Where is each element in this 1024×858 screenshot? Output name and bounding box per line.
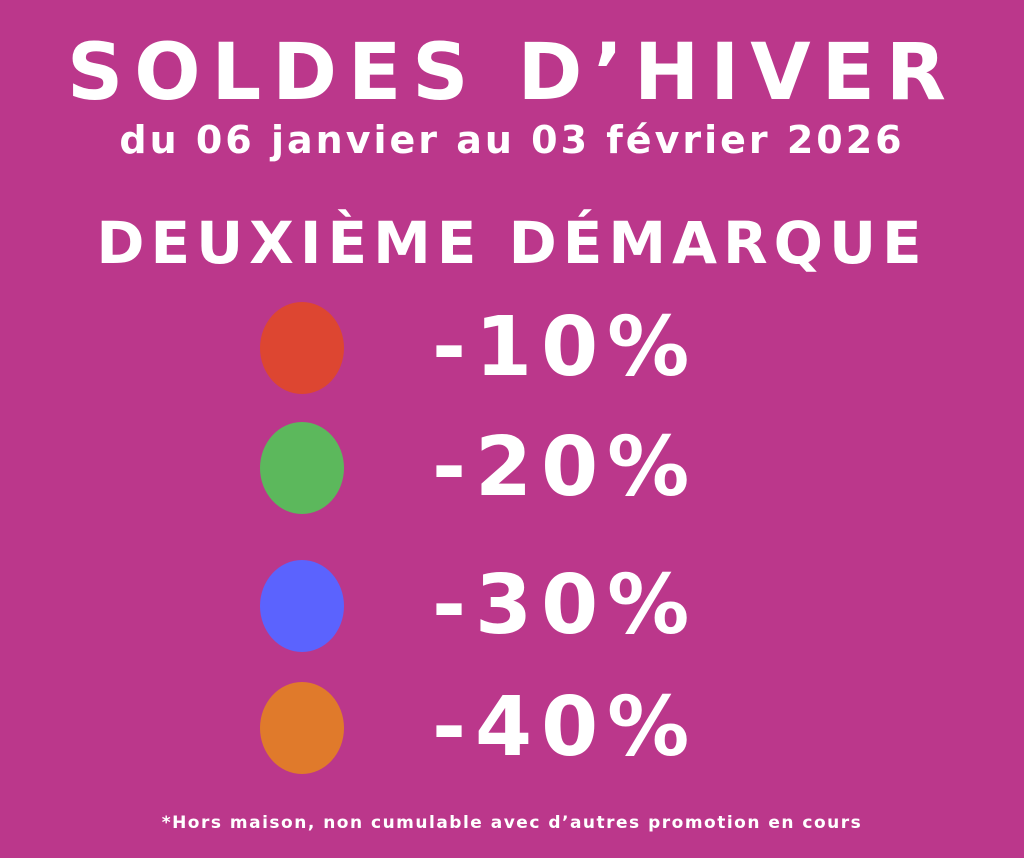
discount-row-40: -40% [0,678,1024,778]
discount-label: -40% [432,680,699,775]
discount-label: -10% [432,300,699,395]
orange-dot-icon [260,682,344,774]
footnote: *Hors maison, non cumulable avec d’autre… [161,813,863,833]
discount-row-10: -10% [0,298,1024,398]
green-dot-icon [260,422,344,514]
sale-dates: du 06 janvier au 03 février 2026 [119,118,905,162]
red-dot-icon [260,302,344,394]
blue-dot-icon [260,560,344,652]
discount-row-20: -20% [0,418,1024,518]
sale-title: SOLDES D’HIVER [67,28,957,118]
discount-row-30: -30% [0,556,1024,656]
markdown-subtitle: DEUXIÈME DÉMARQUE [96,209,928,277]
discount-label: -30% [432,558,699,653]
discount-label: -20% [432,420,699,515]
